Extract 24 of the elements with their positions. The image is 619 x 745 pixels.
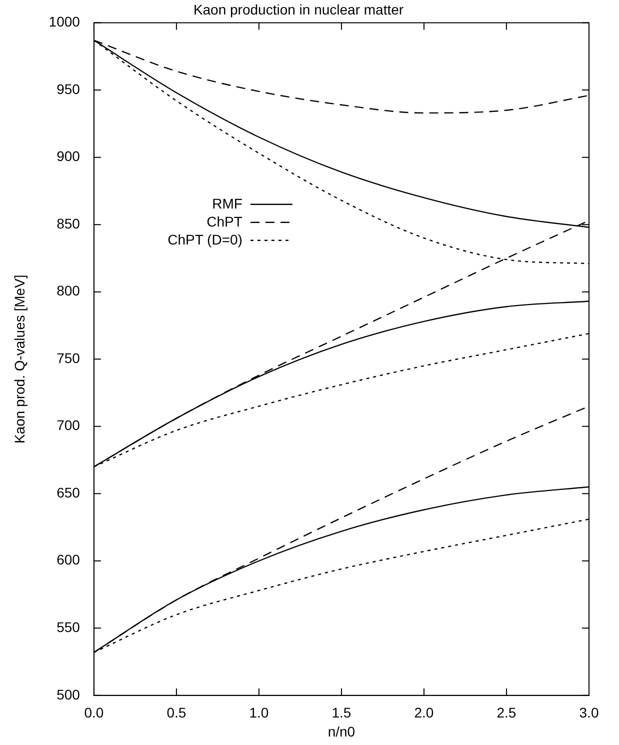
y-tick-label: 750	[56, 350, 80, 366]
x-tick-label: 0.5	[166, 704, 186, 721]
y-tick-label: 950	[56, 80, 80, 97]
chart-title: Kaon production in nuclear matter	[193, 1, 404, 18]
y-tick-label: 600	[56, 552, 80, 568]
x-tick-label: 1.0	[249, 704, 269, 721]
x-axis-title: n/n0	[328, 723, 356, 740]
legend-label: ChPT	[206, 213, 243, 230]
x-tick-label: 3.0	[579, 704, 599, 721]
y-tick-label: 650	[56, 484, 80, 500]
y-tick-label: 900	[56, 148, 80, 164]
y-tick-label: 850	[56, 215, 80, 232]
y-tick-label: 500	[56, 686, 80, 702]
y-tick-label: 1000	[48, 14, 80, 30]
legend-label: ChPT (D=0)	[168, 231, 242, 248]
y-tick-label: 800	[56, 282, 80, 299]
x-tick-label: 2.0	[414, 704, 434, 721]
y-tick-label: 700	[56, 417, 80, 434]
x-tick-label: 0.0	[84, 704, 104, 721]
x-tick-label: 2.5	[496, 704, 516, 721]
legend-label: RMF	[212, 195, 242, 212]
x-tick-label: 1.5	[332, 704, 352, 721]
y-axis-title: Kaon prod. Q-values [MeV]	[11, 274, 28, 444]
y-tick-label: 550	[56, 619, 80, 635]
